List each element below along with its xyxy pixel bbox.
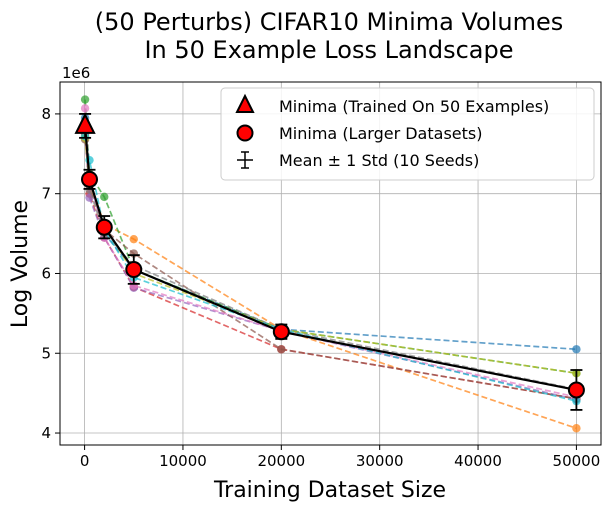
y-axis-label: Log Volume: [8, 200, 33, 328]
series-point-seed-7: [80, 104, 90, 113]
mean-marker-circle: [125, 260, 143, 278]
legend-triangle-marker: [235, 93, 255, 113]
x-tick-label: 30000: [356, 452, 404, 470]
legend-errorbar-marker: [237, 151, 253, 169]
legend-label-mean-std: Mean ± 1 Std (10 Seeds): [279, 151, 479, 170]
series-point-seed-6: [277, 345, 286, 354]
legend-box: [220, 87, 595, 181]
mean-marker-triangle: [74, 112, 96, 134]
legend-circle-marker: [236, 124, 254, 142]
legend-label-trained-50: Minima (Trained On 50 Examples): [279, 97, 549, 116]
y-tick-label: 8: [41, 105, 51, 123]
x-tick-label: 10000: [159, 452, 207, 470]
mean-marker-circle: [567, 381, 585, 399]
y-tick-label: 6: [41, 264, 51, 282]
y-offset-label: 1e6: [62, 64, 90, 82]
y-tick-label: 4: [41, 424, 51, 442]
chart-title-line-2: In 50 Example Loss Landscape: [144, 36, 513, 64]
legend-label-larger-datasets: Minima (Larger Datasets): [279, 124, 482, 143]
mean-marker-circle: [95, 218, 113, 236]
series-point-seed-2: [572, 424, 581, 433]
mean-marker-circle: [81, 170, 99, 188]
x-tick-label: 50000: [553, 452, 601, 470]
x-tick-label: 40000: [454, 452, 502, 470]
y-axis-ticks: 4 5 6 7 8: [41, 105, 60, 442]
y-tick-label: 5: [41, 344, 51, 362]
x-axis-label: Training Dataset Size: [213, 478, 446, 503]
x-tick-label: 20000: [257, 452, 305, 470]
plot-frame: [59, 81, 602, 446]
series-point-seed-3: [100, 192, 109, 202]
mean-marker-circle: [272, 323, 290, 341]
series-point-seed-10: [85, 155, 94, 165]
legend: Minima (Trained On 50 Examples) Minima (…: [220, 87, 595, 181]
x-axis-ticks: 0 10000 20000 30000 40000 50000: [80, 445, 600, 470]
x-tick-label: 0: [80, 452, 90, 470]
chart-title-line-1: (50 Perturbs) CIFAR10 Minima Volumes: [95, 8, 563, 36]
mean-series-group: [74, 112, 585, 411]
series-point-seed-2: [129, 234, 138, 244]
y-tick-label: 7: [41, 185, 51, 203]
series-point-seed-1: [572, 345, 581, 354]
series-point-seed-3: [80, 95, 90, 104]
